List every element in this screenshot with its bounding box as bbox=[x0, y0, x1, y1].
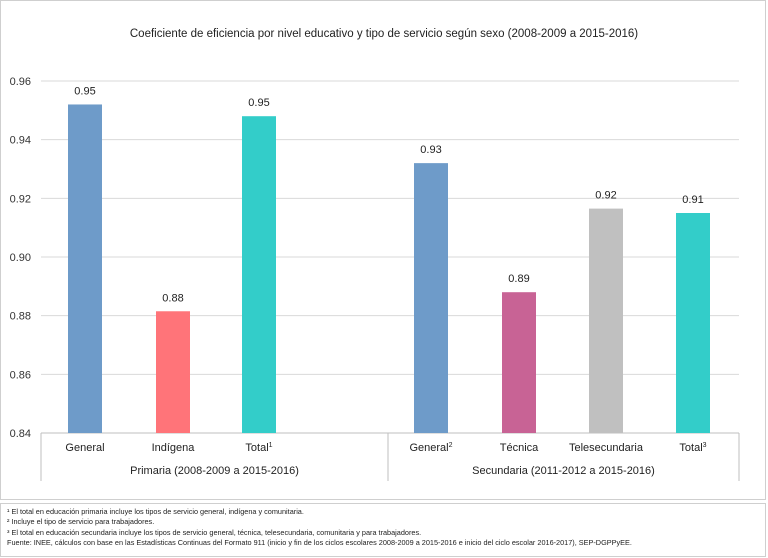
category-label: Indígena bbox=[152, 442, 196, 454]
data-label: 0.95 bbox=[248, 97, 269, 109]
chart-title: Coeficiente de eficiencia por nivel educ… bbox=[130, 28, 638, 40]
bars bbox=[68, 104, 710, 433]
bar bbox=[242, 116, 276, 433]
footnote-2: ² Incluye el tipo de servicio para traba… bbox=[7, 517, 155, 527]
chart-frame: Coeficiente de eficiencia por nivel educ… bbox=[0, 0, 766, 500]
y-tick-label: 0.90 bbox=[10, 252, 31, 264]
source-note: Fuente: INEE, cálculos con base en las E… bbox=[7, 538, 632, 548]
bar bbox=[414, 163, 448, 433]
category-label: Total1 bbox=[245, 442, 272, 454]
x-axis: General Indígena Total1 Primaria (2008-2009… bbox=[40, 433, 740, 481]
data-label: 0.92 bbox=[595, 190, 616, 202]
y-tick-label: 0.84 bbox=[10, 428, 31, 440]
category-label: General2 bbox=[409, 442, 452, 454]
bar bbox=[502, 292, 536, 433]
bar-chart: Coeficiente de eficiencia por nivel educ… bbox=[10, 28, 740, 481]
gridlines bbox=[41, 80, 739, 434]
bar bbox=[589, 208, 623, 433]
bar bbox=[68, 104, 102, 433]
footnote-3: ³ El total en educación secundaria inclu… bbox=[7, 527, 422, 537]
footnotes: ¹ El total en educación primaria incluye… bbox=[0, 503, 766, 557]
group-label: Secundaria (2011-2012 a 2015-2016) bbox=[472, 465, 655, 477]
y-tick-label: 0.86 bbox=[10, 369, 31, 381]
data-label: 0.91 bbox=[682, 194, 703, 206]
y-tick-label: 0.96 bbox=[10, 76, 31, 88]
y-tick-label: 0.88 bbox=[10, 311, 31, 323]
data-label: 0.93 bbox=[420, 144, 441, 156]
bar bbox=[676, 213, 710, 433]
y-tick-label: 0.92 bbox=[10, 193, 31, 205]
data-label: 0.89 bbox=[508, 273, 529, 285]
category-label: Técnica bbox=[500, 442, 539, 454]
category-label: Telesecundaria bbox=[569, 442, 644, 454]
category-label: General bbox=[65, 442, 104, 454]
category-label: Total3 bbox=[679, 442, 706, 454]
data-label: 0.95 bbox=[74, 85, 95, 97]
footnote-1: ¹ El total en educación primaria incluye… bbox=[7, 507, 304, 516]
data-labels: 0.95 0.88 0.95 0.93 0.89 0.92 0.91 bbox=[74, 85, 703, 304]
group-label: Primaria (2008-2009 a 2015-2016) bbox=[130, 465, 299, 477]
bar bbox=[156, 311, 190, 433]
y-axis: 0.84 0.86 0.88 0.90 0.92 0.94 0.96 bbox=[10, 76, 31, 440]
y-tick-label: 0.94 bbox=[10, 135, 31, 147]
data-label: 0.88 bbox=[162, 292, 183, 304]
